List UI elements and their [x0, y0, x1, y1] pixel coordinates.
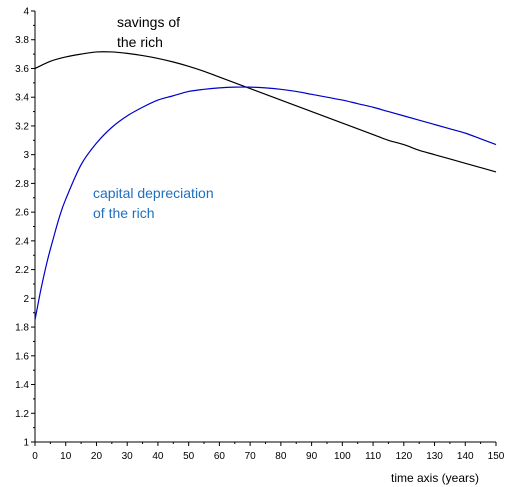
- x-tick-label: 100: [334, 451, 351, 462]
- y-tick-label: 4: [23, 7, 29, 18]
- series-line-savings: [34, 51, 497, 173]
- x-tick-label: 90: [306, 451, 318, 462]
- y-tick-label: 1.2: [15, 409, 29, 420]
- x-tick-label: 150: [488, 451, 505, 462]
- x-tick-label: 10: [60, 451, 72, 462]
- y-tick-label: 3.6: [15, 64, 29, 75]
- x-tick-label: 120: [395, 451, 412, 462]
- x-tick-label: 50: [183, 451, 195, 462]
- y-tick-label: 2: [23, 294, 29, 305]
- annotation-depreciation: capital depreciation of the rich: [93, 185, 218, 221]
- x-tick-label: 130: [426, 451, 443, 462]
- annotation-depreciation-line-2: of the rich: [93, 205, 154, 221]
- x-tick-label: 0: [32, 451, 38, 462]
- axes: 0 10 20 30 40 50 60 70 80 90 100 110 120 130 140 150 1 1.…: [15, 7, 505, 463]
- y-tick-label: 3: [23, 150, 29, 161]
- x-tick-label: 80: [275, 451, 287, 462]
- y-tick-label: 2.8: [15, 179, 29, 190]
- y-tick-label: 1.6: [15, 351, 29, 362]
- annotation-depreciation-line-1: capital depreciation: [93, 185, 214, 201]
- y-tick-label: 2.4: [15, 236, 29, 247]
- annotation-savings-line-2: the rich: [117, 34, 163, 50]
- x-tick-label: 110: [365, 451, 381, 462]
- annotation-savings-line-1: savings of: [117, 14, 180, 30]
- y-tick-label: 2.6: [15, 208, 29, 219]
- y-tick-label: 3.4: [15, 93, 29, 104]
- x-axis-title: time axis (years): [391, 471, 479, 485]
- y-tick-label: 2.2: [15, 265, 29, 276]
- x-tick-label: 20: [91, 451, 103, 462]
- y-tick-label: 3.8: [15, 35, 29, 46]
- y-tick-label: 1: [23, 438, 29, 449]
- y-tick-label: 3.2: [15, 121, 29, 132]
- y-tick-label: 1.4: [15, 380, 29, 391]
- series-line-capital-depreciation: [34, 86, 497, 320]
- x-tick-label: 70: [245, 451, 257, 462]
- x-tick-label: 60: [214, 451, 226, 462]
- annotations: savings of the rich capital depreciation…: [93, 14, 218, 221]
- annotation-savings: savings of the rich: [117, 14, 184, 50]
- y-tick-label: 1.8: [15, 323, 29, 334]
- series-group: [34, 51, 497, 320]
- x-tick-label: 40: [152, 451, 164, 462]
- x-tick-label: 140: [457, 451, 474, 462]
- x-tick-label: 30: [122, 451, 134, 462]
